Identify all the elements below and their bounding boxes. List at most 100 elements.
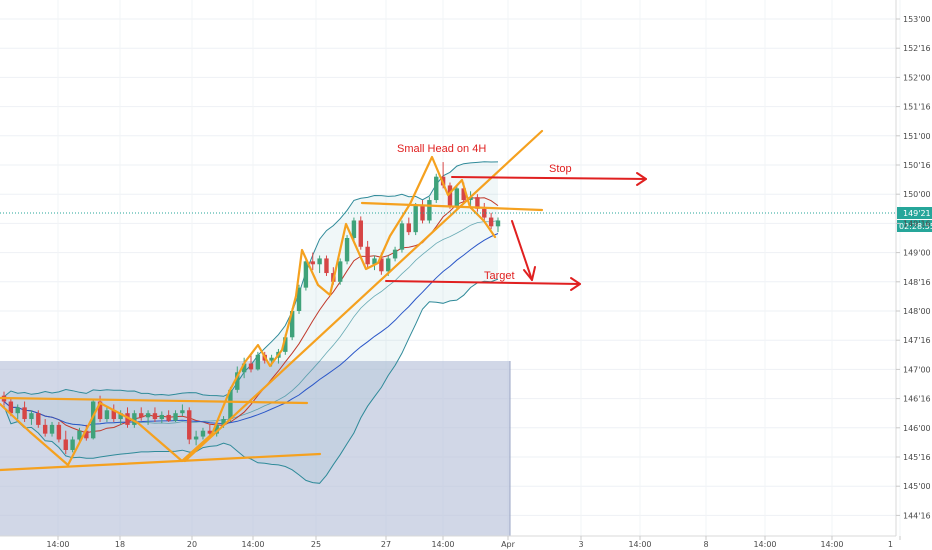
candle-body xyxy=(420,205,425,221)
last-price-line: 149'21 02:28:55 xyxy=(0,207,932,232)
lower-band xyxy=(3,278,499,484)
candle-body xyxy=(468,197,473,201)
x-tick-label: 14:00 xyxy=(820,540,843,549)
x-tick-label: 14:00 xyxy=(431,540,454,549)
target-arrow-head xyxy=(570,277,581,291)
head-annotation: Small Head on 4H xyxy=(397,143,486,155)
y-tick-label: 148'16 xyxy=(903,278,931,287)
candle-body xyxy=(427,200,432,221)
stop-arrow-shaft xyxy=(451,176,647,180)
candle-body xyxy=(221,419,226,425)
candle-body xyxy=(49,424,55,434)
candle-body xyxy=(344,238,350,262)
x-tick-label: 18 xyxy=(115,540,125,549)
candle-body xyxy=(193,436,199,440)
candle-body xyxy=(296,287,302,311)
target-arrow-shaft xyxy=(385,280,581,285)
candle-body xyxy=(125,413,130,425)
neckline xyxy=(360,201,544,212)
candle-body xyxy=(228,389,233,420)
candle-body xyxy=(255,354,261,370)
candle-body xyxy=(248,363,254,370)
candle-body xyxy=(454,188,460,206)
candle-body xyxy=(283,337,288,352)
candle-body xyxy=(317,258,322,265)
candles xyxy=(1,162,501,455)
candle-body xyxy=(386,258,391,272)
candle-body xyxy=(29,413,34,420)
arrows xyxy=(385,172,647,291)
y-tick-label: 150'00 xyxy=(903,190,931,199)
zigzag-path xyxy=(0,155,497,467)
x-tick-label: 1 xyxy=(888,540,893,549)
candle-body xyxy=(22,407,27,420)
y-tick-label: 149'00 xyxy=(903,249,931,258)
y-tick-label: 147'00 xyxy=(903,365,931,374)
y-tick-label: 145'16 xyxy=(903,453,931,462)
candle-body xyxy=(214,424,219,434)
candle-body xyxy=(166,414,171,421)
candle-body xyxy=(118,413,123,420)
candle-body xyxy=(145,413,151,418)
candle-body xyxy=(399,223,405,250)
candle-body xyxy=(303,261,309,288)
candle-body xyxy=(77,430,82,440)
down-arrow-head xyxy=(523,266,536,281)
y-tick-label: 144'16 xyxy=(903,511,931,520)
candle-body xyxy=(207,430,213,434)
candle-body xyxy=(310,261,315,265)
pattern-lines xyxy=(0,129,544,472)
y-tick-label: 148'00 xyxy=(903,307,931,316)
candle-body xyxy=(365,246,370,265)
y-tick-label: 152'16 xyxy=(903,44,931,53)
countdown-label: 02:28:55 xyxy=(899,222,932,231)
candle-body xyxy=(152,413,158,420)
x-tick-label: 14:00 xyxy=(628,540,651,549)
candle-body xyxy=(90,401,96,439)
candle-body xyxy=(482,208,487,218)
candle-body xyxy=(351,220,357,238)
candle-body xyxy=(475,197,480,209)
x-tick-label: Apr xyxy=(501,540,516,549)
candle-body xyxy=(289,311,295,338)
candle-body xyxy=(337,261,343,282)
last-price-label: 149'21 xyxy=(903,209,931,218)
candle-body xyxy=(36,413,41,425)
x-tick-label: 14:00 xyxy=(753,540,776,549)
band-fill xyxy=(4,161,498,484)
candle-body xyxy=(15,407,20,414)
rising-trendline xyxy=(183,129,544,463)
candle-body xyxy=(42,424,48,434)
x-tick-label: 20 xyxy=(187,540,197,549)
candle-body xyxy=(56,424,62,440)
candle-body xyxy=(104,410,110,420)
candle-body xyxy=(372,258,377,265)
stop-annotation: Stop xyxy=(549,163,572,175)
candle-body xyxy=(461,188,466,201)
candle-body xyxy=(495,220,501,227)
time-axis: 14:00 18 20 14:00 25 27 14:00 Apr 3 14:00 8 14:00 14… xyxy=(0,535,901,549)
candle-body xyxy=(358,220,363,247)
candle-body xyxy=(406,223,412,233)
candle-body xyxy=(379,258,384,272)
x-tick-label: 3 xyxy=(578,540,583,549)
candle-body xyxy=(111,410,116,420)
price-axis: 153'00 152'16 152'00 151'16 151'00 150'16 150'… xyxy=(895,0,931,536)
candle-body xyxy=(180,410,185,414)
y-tick-label: 146'16 xyxy=(903,395,931,404)
down-arrow-shaft xyxy=(511,220,533,281)
candle-body xyxy=(97,401,103,420)
candle-body xyxy=(447,185,453,206)
y-tick-label: 147'16 xyxy=(903,336,931,345)
target-annotation: Target xyxy=(484,270,515,282)
upper-range-line xyxy=(0,396,309,405)
candle-body xyxy=(241,363,247,373)
y-tick-label: 153'00 xyxy=(903,15,931,24)
candle-body xyxy=(139,413,144,418)
x-tick-label: 14:00 xyxy=(46,540,69,549)
candle-body xyxy=(187,410,192,440)
candle-body xyxy=(392,249,398,259)
annotations: Small Head on 4H Stop Target xyxy=(397,143,572,282)
